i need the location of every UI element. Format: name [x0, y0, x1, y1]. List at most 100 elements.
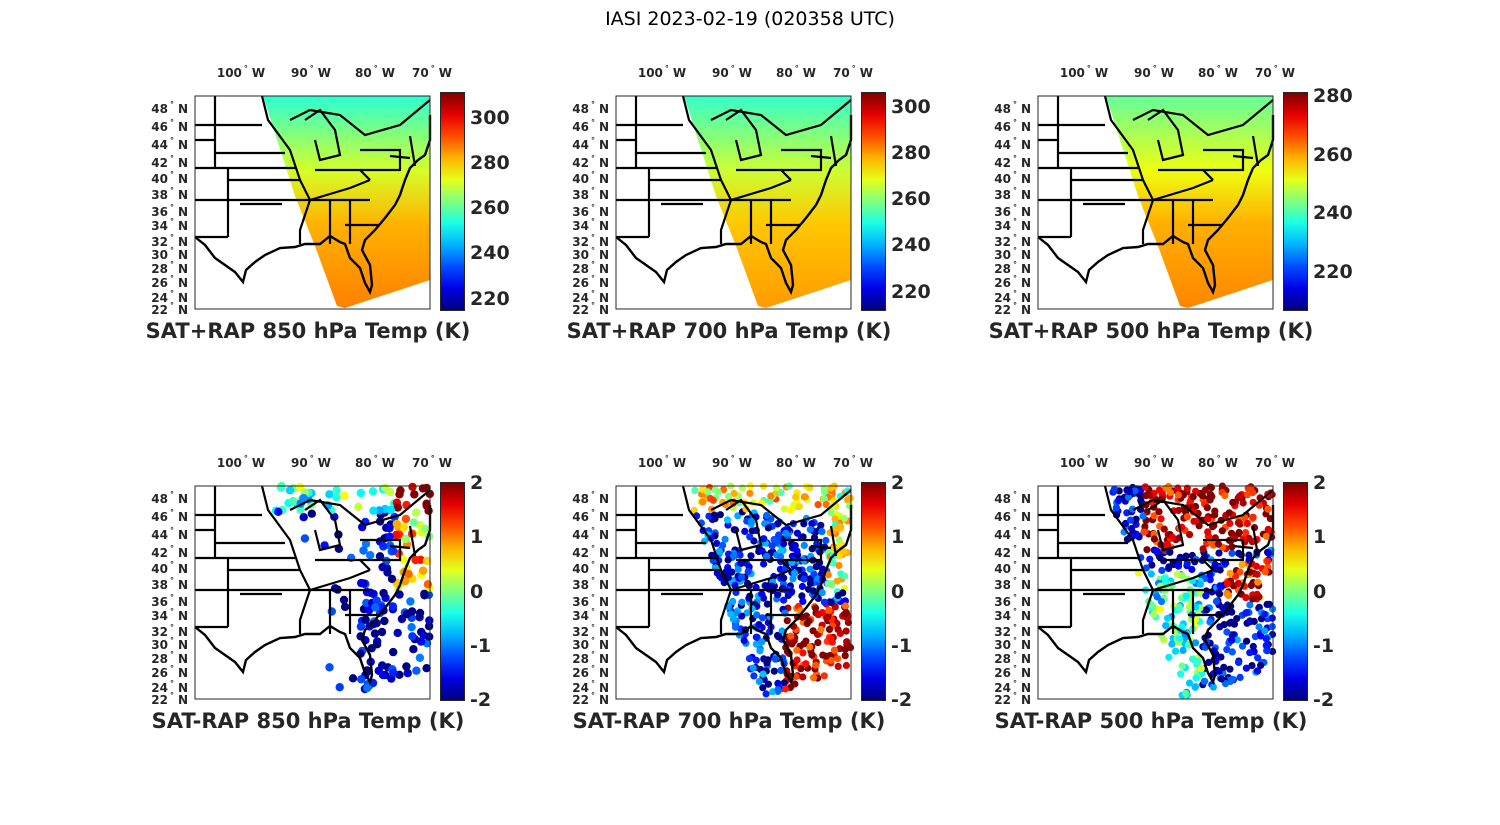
observation-point [738, 573, 746, 581]
observation-point [1264, 549, 1272, 557]
observation-point [820, 672, 828, 680]
state-boundary [710, 99, 852, 137]
colorbar-tick-label: 220 [1313, 260, 1353, 283]
observation-point [780, 679, 788, 687]
degree-symbol: ° [590, 526, 595, 535]
hemisphere: N [598, 138, 609, 152]
hemisphere: N [598, 666, 609, 680]
degree-symbol: ° [1012, 679, 1017, 688]
observation-point [1157, 515, 1165, 523]
degree-symbol: ° [1012, 154, 1017, 163]
latitude-value: 24 [151, 291, 168, 305]
state-boundary [1132, 99, 1274, 137]
latitude-value: 46 [572, 510, 589, 524]
hemisphere: N [1020, 693, 1031, 707]
observation-point [1150, 535, 1158, 543]
degree-symbol: ° [1012, 650, 1017, 659]
latitude-value: 24 [572, 681, 589, 695]
hemisphere: N [598, 492, 609, 506]
observation-point [842, 608, 850, 617]
hemisphere: N [598, 625, 609, 639]
longitude-value: 90 [712, 456, 729, 470]
hemisphere: N [1020, 638, 1031, 652]
latitude-label: 28 ° N [994, 260, 1031, 276]
colorbar-tick-label: -1 [470, 634, 492, 657]
hemisphere: N [177, 219, 188, 233]
hemisphere: N [1020, 578, 1031, 592]
observation-point [706, 494, 714, 503]
observation-point [1203, 515, 1212, 523]
observation-point [325, 663, 334, 672]
longitude-value: 70 [833, 456, 850, 470]
observation-point [833, 577, 841, 585]
state-boundary [1158, 558, 1214, 571]
degree-symbol: ° [1012, 100, 1017, 109]
latitude-value: 44 [572, 528, 589, 542]
observation-point [767, 492, 775, 500]
state-boundary [1103, 485, 1155, 634]
observation-point [730, 552, 738, 560]
state-boundary [810, 544, 832, 550]
observation-point [375, 552, 385, 561]
observation-point [762, 690, 770, 698]
observation-point [357, 675, 366, 684]
map-svg [615, 482, 855, 700]
observation-point [834, 662, 842, 670]
colorbar-tick-label: -1 [891, 634, 913, 657]
latitude-label: 44 ° N [151, 136, 188, 152]
observation-point [725, 492, 733, 501]
latitude-value: 42 [994, 546, 1011, 560]
latitude-label: 34 ° N [994, 607, 1031, 623]
observation-point [1216, 582, 1224, 590]
observation-point [1221, 492, 1229, 500]
degree-symbol: ° [590, 170, 595, 179]
longitude-value: 100 [637, 456, 663, 470]
observation-point [719, 541, 727, 549]
observation-point [1150, 512, 1158, 520]
observation-point [1153, 593, 1161, 601]
state-boundary [260, 485, 312, 634]
observation-point [1206, 576, 1214, 584]
observation-point [1192, 487, 1200, 495]
hemisphere: N [177, 562, 188, 576]
observation-point [1190, 517, 1198, 525]
observation-point [1157, 598, 1166, 606]
observation-point [395, 490, 404, 499]
degree-symbol: ° [1273, 64, 1278, 73]
map-svg [194, 481, 434, 700]
latitude-value: 38 [994, 188, 1011, 202]
state-boundary [309, 178, 371, 202]
observation-point [1165, 653, 1173, 661]
latitude-label: 44 ° N [572, 136, 609, 152]
observation-point [740, 636, 748, 644]
state-boundary [408, 135, 417, 167]
observation-point [408, 632, 417, 641]
latitude-value: 38 [151, 578, 168, 592]
observation-point [753, 611, 761, 619]
degree-symbol: ° [169, 593, 174, 602]
latitude-label: 34 ° N [994, 217, 1031, 233]
observation-point [716, 511, 724, 519]
observation-point [1226, 519, 1234, 527]
coastline [615, 505, 853, 686]
latitude-label: 38 ° N [572, 186, 609, 202]
observation-point [806, 579, 814, 587]
observation-point [420, 524, 430, 533]
observation-point [1245, 551, 1253, 559]
observation-point [736, 551, 744, 559]
degree-symbol: ° [590, 217, 595, 226]
observation-point [803, 620, 811, 628]
latitude-value: 42 [151, 546, 168, 560]
observation-point [729, 597, 737, 605]
observation-point [387, 574, 397, 584]
latitude-value: 26 [151, 276, 168, 290]
hemisphere: W [1281, 456, 1295, 470]
observation-point [780, 505, 788, 513]
observation-point [332, 493, 341, 502]
latitude-value: 22 [994, 693, 1011, 707]
map-frame [194, 485, 431, 700]
observation-point [393, 628, 402, 638]
latitude-label: 30 ° N [572, 246, 609, 262]
map-plot-area [615, 482, 855, 700]
observation-point [731, 623, 740, 631]
